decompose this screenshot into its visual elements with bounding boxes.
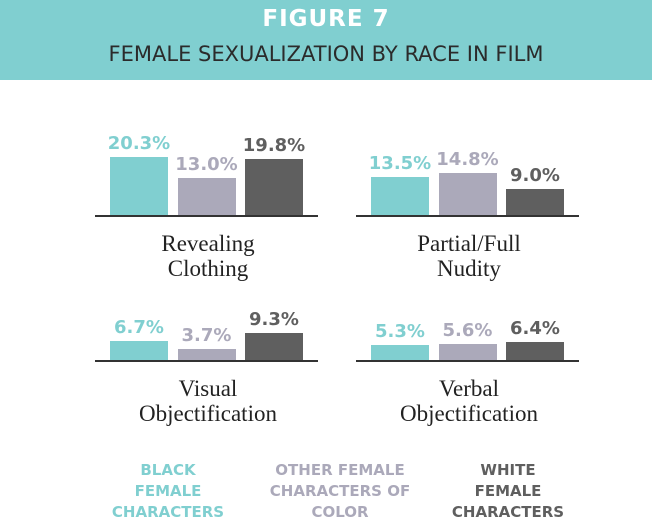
- bar: [371, 176, 429, 215]
- value-label: 14.8%: [436, 148, 499, 170]
- value-label: 19.8%: [242, 134, 306, 156]
- value-label: 5.6%: [442, 320, 493, 342]
- value-label: 3.7%: [181, 325, 232, 347]
- bar: [438, 344, 497, 360]
- value-label: 13.0%: [175, 153, 238, 175]
- value-label: 20.3%: [107, 133, 171, 155]
- value-label: 6.7%: [114, 316, 164, 338]
- chart-title: FEMALE SEXUALIZATION BY RACE IN FILM: [108, 42, 544, 66]
- bar: [110, 340, 168, 360]
- bar: [506, 189, 564, 215]
- bar: [177, 177, 236, 215]
- legend-entry: OTHER FEMALE CHARACTERS OF COLOR: [269, 461, 411, 521]
- bar: [506, 341, 564, 360]
- baseline: [95, 360, 318, 362]
- header-band: FIGURE 7 FEMALE SEXUALIZATION BY RACE IN…: [0, 0, 652, 80]
- value-label: 13.5%: [368, 152, 432, 174]
- baseline: [356, 360, 579, 362]
- legend-entry: WHITE FEMALE CHARACTERS: [451, 461, 565, 521]
- legend-entry: BLACK FEMALE CHARACTERS: [111, 461, 225, 521]
- panel-title: Verbal Objectification: [400, 376, 538, 426]
- bar: [245, 158, 303, 215]
- panel-title: Visual Objectification: [139, 376, 277, 426]
- value-label: 9.0%: [510, 165, 560, 187]
- bar: [177, 349, 236, 360]
- value-label: 9.3%: [249, 309, 299, 331]
- bar: [245, 333, 303, 360]
- bar: [438, 172, 497, 215]
- baseline: [95, 215, 318, 217]
- bar: [110, 157, 168, 215]
- bar: [371, 344, 429, 360]
- figure-label: FIGURE 7: [262, 6, 390, 32]
- panel-title: Revealing Clothing: [161, 231, 255, 281]
- baseline: [356, 215, 579, 217]
- value-label: 5.3%: [375, 320, 425, 342]
- value-label: 6.4%: [510, 317, 560, 339]
- panel-title: Partial/Full Nudity: [417, 231, 521, 281]
